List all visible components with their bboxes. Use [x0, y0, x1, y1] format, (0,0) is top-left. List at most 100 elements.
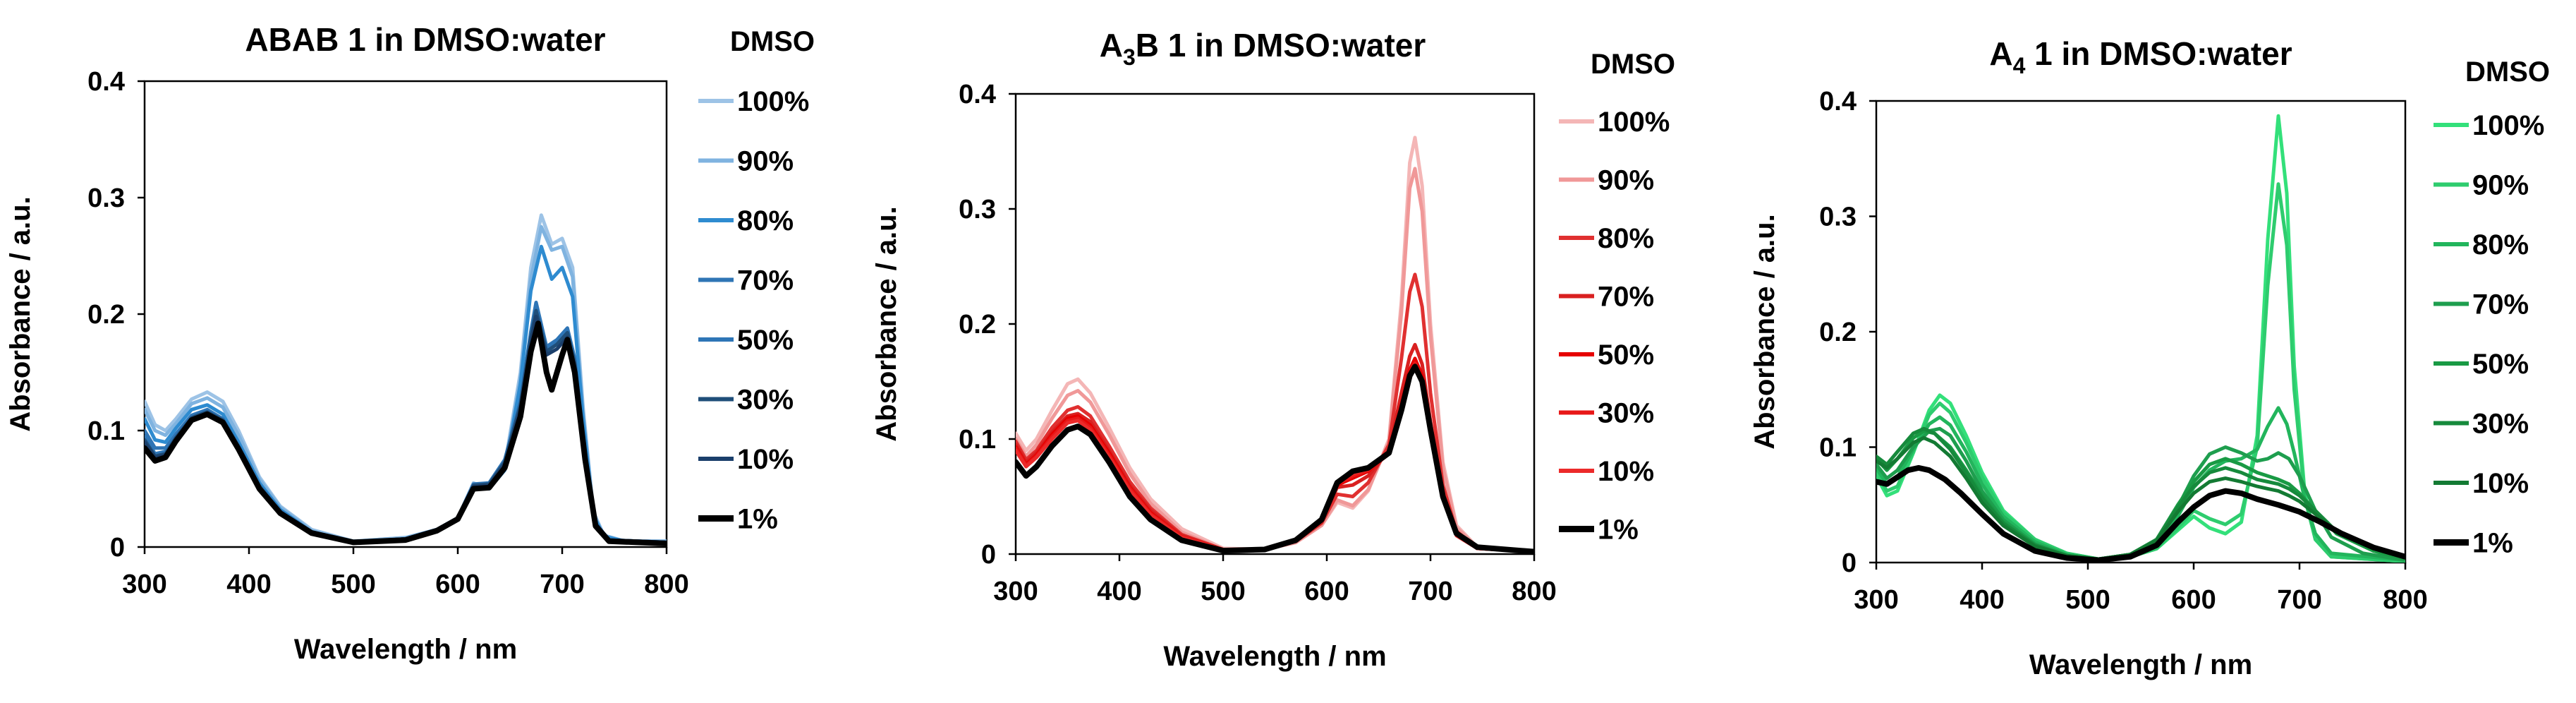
x-tick-label: 700: [2277, 585, 2321, 615]
series-line-80pct: [1016, 272, 1534, 554]
x-tick-label: 800: [1512, 577, 1556, 606]
series-line-50pct: [1876, 429, 2405, 561]
chart-title: A3B 1 in DMSO:water: [1100, 27, 1426, 70]
legend-label: 80%: [737, 205, 794, 236]
x-tick-label: 600: [2171, 585, 2216, 615]
legend-label: 70%: [2472, 289, 2529, 320]
legend-label: 90%: [1598, 165, 1654, 196]
legend-label: 30%: [2472, 409, 2529, 440]
legend: DMSO 100% 90% 80% 70% 50% 30% 10% 1%: [2434, 56, 2550, 559]
x-axis-label: Wavelength / nm: [294, 634, 517, 665]
y-tick-label: 0: [1842, 548, 1857, 578]
legend-label: 80%: [1598, 223, 1654, 254]
title-subscript: 4: [2013, 53, 2026, 78]
legend-title: DMSO: [1591, 49, 1675, 80]
series-line-10pct: [1876, 435, 2405, 561]
legend: DMSO 100% 90% 80% 70% 50% 30% 10% 1%: [1559, 49, 1675, 546]
y-tick-label: 0.1: [959, 425, 996, 455]
y-tick-label: 0.4: [959, 80, 996, 109]
legend-label: 70%: [1598, 282, 1654, 313]
title-part: ABAB 1 in DMSO:water: [245, 21, 605, 58]
legend-label: 50%: [2472, 349, 2529, 380]
chart-2: A3B 1 in DMSO:water 300 400 500 600 700 800 0 0.…: [871, 27, 1675, 672]
x-axis-label: Wavelength / nm: [2029, 649, 2252, 680]
series-line-90pct: [1876, 182, 2405, 563]
legend-label: 90%: [2472, 170, 2529, 201]
series-group: [1016, 136, 1534, 554]
y-axis-label: Absorbance / a.u.: [5, 196, 36, 431]
legend-label: 70%: [737, 265, 794, 296]
title-part: A: [1989, 35, 2012, 72]
y-axis-label: Absorbance / a.u.: [1749, 214, 1780, 449]
plot-area: [1014, 92, 1536, 555]
legend-label: 10%: [2472, 468, 2529, 499]
y-tick-label: 0.3: [1819, 203, 1857, 232]
legend-label: 100%: [1598, 107, 1670, 138]
series-line-1pct: [1876, 464, 2405, 563]
legend-label: 50%: [737, 325, 794, 356]
legend-label: 100%: [2472, 110, 2544, 141]
legend-label: 90%: [737, 146, 794, 177]
legend-label: 100%: [737, 86, 809, 117]
legend-label: 1%: [737, 504, 778, 535]
y-tick-label: 0.4: [87, 67, 125, 97]
y-tick-label: 0.1: [1819, 433, 1857, 463]
x-tick-label: 300: [1854, 585, 1898, 615]
chart-title: ABAB 1 in DMSO:water: [245, 21, 605, 58]
x-tick-label: 500: [2065, 585, 2110, 615]
series-line-30pct: [1876, 426, 2405, 561]
legend-label: 80%: [2472, 229, 2529, 260]
series-line-80pct: [1876, 406, 2405, 563]
series-group: [1876, 114, 2405, 563]
x-tick-label: 800: [2383, 585, 2427, 615]
y-tick-label: 0.2: [1819, 318, 1857, 347]
x-tick-label: 500: [331, 570, 375, 599]
y-tick-label: 0.2: [959, 310, 996, 340]
series-line-80pct: [145, 244, 667, 544]
legend-label: 1%: [2472, 528, 2513, 559]
x-tick-label: 400: [1097, 577, 1141, 606]
legend-label: 30%: [1598, 398, 1654, 429]
title-subscript: 3: [1123, 44, 1136, 70]
series-line-100pct: [1876, 114, 2405, 563]
x-tick-label: 300: [122, 570, 166, 599]
series-line-70pct: [1876, 426, 2405, 563]
x-tick-label: 700: [540, 570, 584, 599]
legend: DMSO 100% 90% 80% 70% 50% 30% 10% 1%: [698, 26, 815, 535]
y-tick-label: 0.1: [87, 416, 125, 446]
title-part: B 1 in DMSO:water: [1136, 27, 1426, 64]
legend-title: DMSO: [730, 26, 815, 57]
y-tick-label: 0.4: [1819, 87, 1857, 116]
plot-area: [1875, 100, 2407, 564]
x-tick-label: 400: [226, 570, 271, 599]
series-group: [145, 213, 667, 546]
legend-label: 1%: [1598, 515, 1639, 546]
y-tick-label: 0.3: [959, 195, 996, 224]
legend-label: 50%: [1598, 340, 1654, 371]
series-line-90pct: [1016, 167, 1534, 554]
legend-label: 10%: [737, 444, 794, 475]
series-line-1pct: [145, 320, 667, 546]
legend-title: DMSO: [2465, 56, 2550, 88]
series-line-10pct: [145, 314, 667, 544]
x-tick-label: 500: [1201, 577, 1245, 606]
legend-label: 30%: [737, 385, 794, 416]
x-tick-label: 300: [993, 577, 1038, 606]
x-axis-label: Wavelength / nm: [1163, 641, 1386, 672]
legend-label: 10%: [1598, 456, 1654, 487]
x-tick-label: 700: [1408, 577, 1452, 606]
title-part: 1 in DMSO:water: [2025, 35, 2292, 72]
y-tick-label: 0: [981, 540, 996, 570]
chart-1: ABAB 1 in DMSO:water 300 400 500 600 700 800 0 0…: [5, 21, 815, 665]
series-line-100pct: [1016, 136, 1534, 554]
title-part: A: [1100, 27, 1123, 64]
series-line-1pct: [1016, 363, 1534, 554]
y-tick-label: 0: [110, 533, 125, 563]
y-tick-label: 0.3: [87, 184, 125, 213]
x-tick-label: 600: [435, 570, 480, 599]
y-tick-label: 0.2: [87, 300, 125, 330]
x-tick-label: 400: [1960, 585, 2004, 615]
x-tick-label: 600: [1304, 577, 1349, 606]
chart-title: A4 1 in DMSO:water: [1989, 35, 2292, 78]
